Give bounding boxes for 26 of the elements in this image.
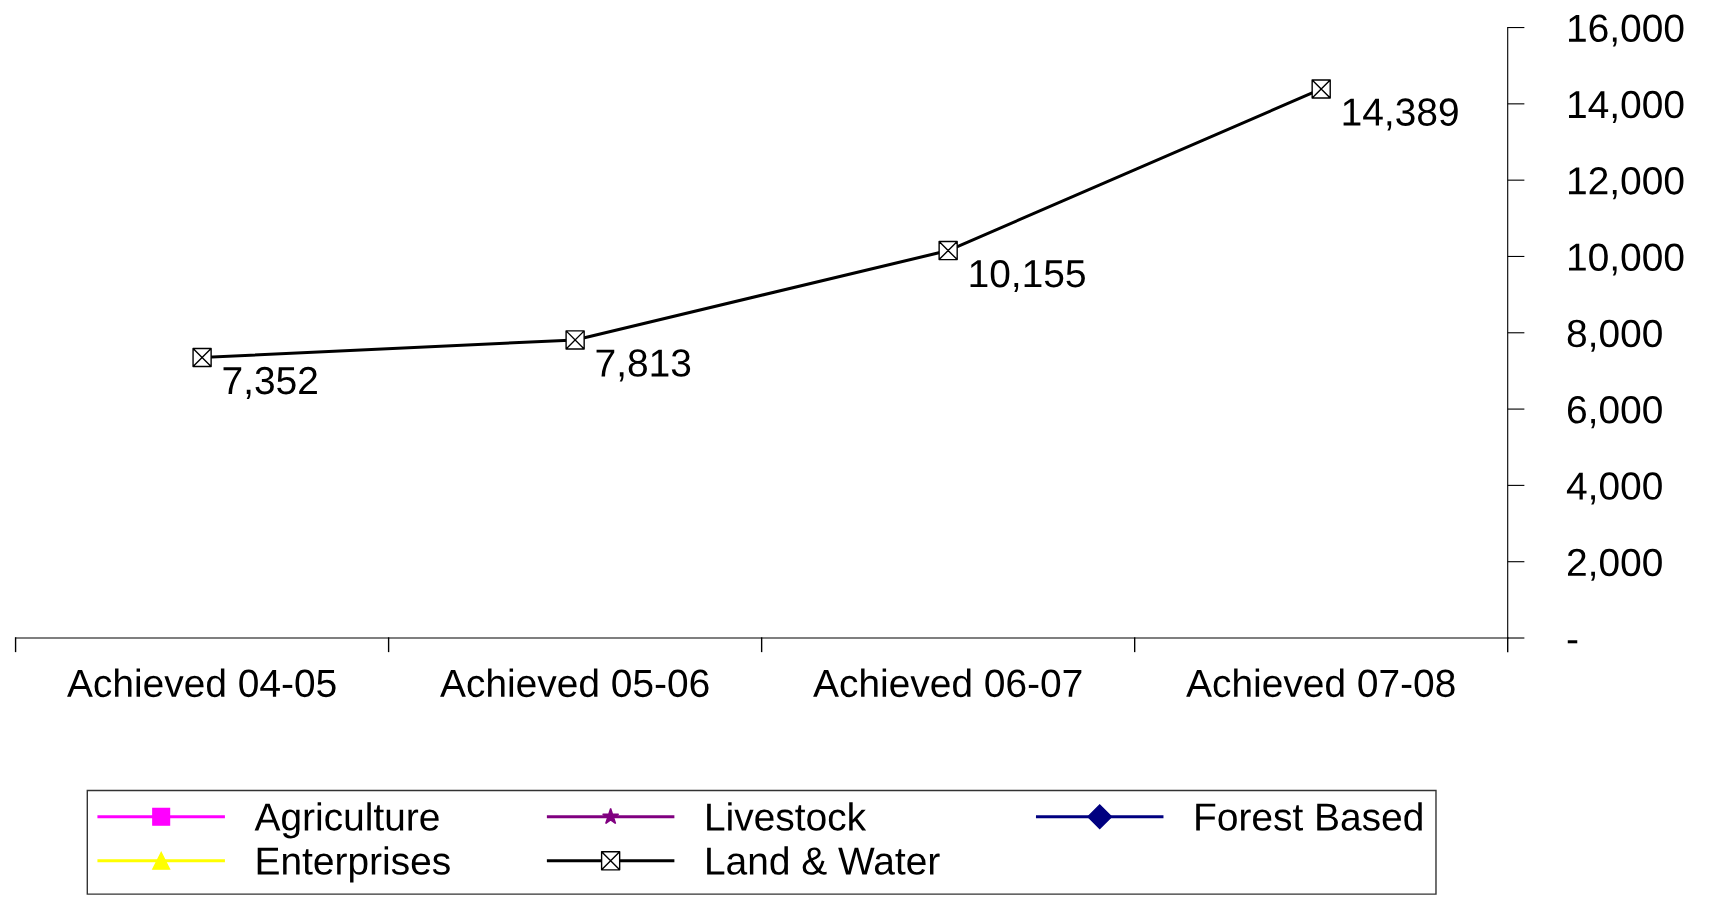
point [1311, 79, 1331, 99]
y-tick-label: 4,000 [1566, 472, 1662, 505]
legend-label: Livestock [707, 802, 867, 831]
legend-label: Agriculture [254, 802, 439, 839]
legend-label: Enterprises [257, 846, 450, 883]
y-tick-label: 2,000 [1567, 548, 1662, 581]
y-tick-label: - [1567, 640, 1578, 644]
data-label: 10,155 [970, 259, 1085, 293]
point [192, 347, 212, 368]
y-tick-label: 6,000 [1568, 396, 1662, 429]
y-tick-label: 10,000 [1569, 243, 1684, 276]
y-tick-label: 14,000 [1569, 90, 1684, 123]
y-tick-label: 12,000 [1569, 167, 1684, 200]
data-label: 7,813 [596, 349, 691, 382]
legend-label: Forest Based [1196, 802, 1422, 831]
y-tick-label: 16,000 [1569, 14, 1684, 47]
x-tick-label: Achieved 06-07 [813, 668, 1082, 698]
data-label: 7,352 [223, 366, 317, 399]
x-tick-label: Achieved 05-06 [440, 668, 709, 698]
x-tick-label: Achieved 04-05 [67, 668, 336, 698]
x-tick-label: Achieved 07-08 [1186, 668, 1455, 698]
point [938, 240, 958, 261]
data-label: 14,389 [1343, 98, 1458, 131]
point [565, 330, 585, 350]
legend-label: Land & Water [707, 846, 940, 875]
y-tick-label: 8,000 [1567, 319, 1662, 352]
